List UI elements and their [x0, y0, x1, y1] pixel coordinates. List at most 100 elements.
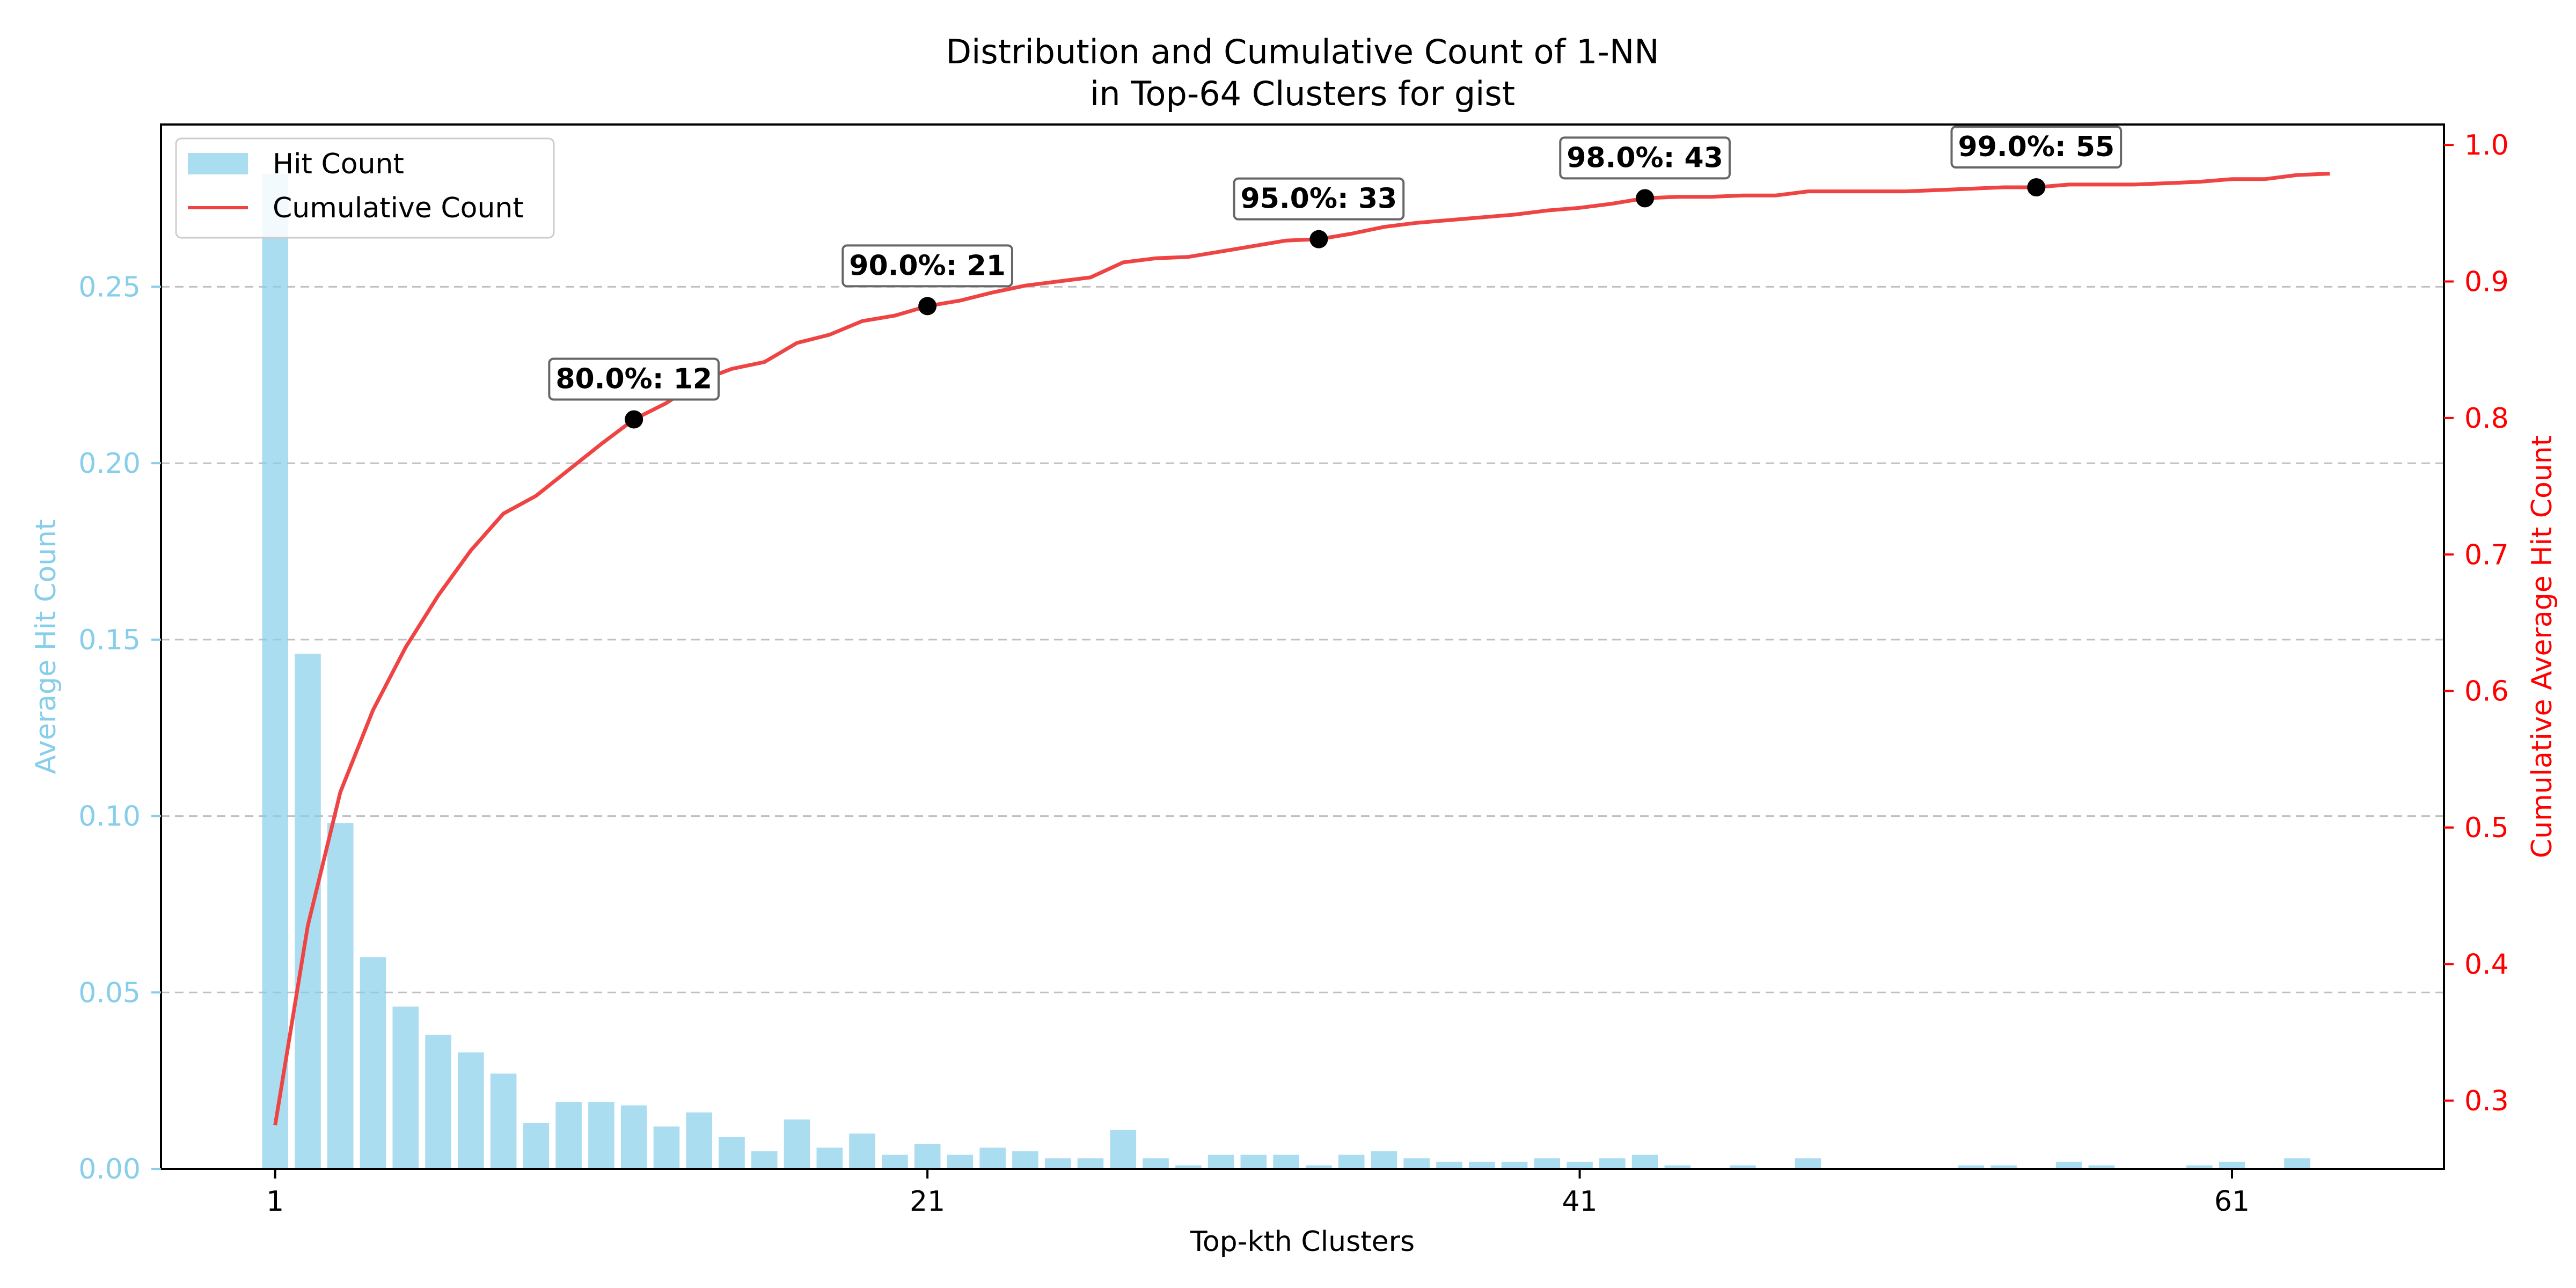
hit-count-bar	[849, 1133, 875, 1169]
hit-count-bar	[979, 1147, 1006, 1169]
hit-count-bar	[588, 1102, 614, 1169]
hit-count-bar	[555, 1102, 582, 1169]
left-y-tick-label: 0.05	[78, 977, 141, 1009]
threshold-marker	[1309, 230, 1328, 248]
threshold-marker	[1636, 189, 1655, 208]
hit-count-bar	[1534, 1158, 1561, 1169]
hit-count-bar	[360, 957, 386, 1169]
hit-count-bar	[1958, 1165, 1985, 1169]
hit-count-bar	[686, 1112, 713, 1169]
hit-count-bar	[1044, 1158, 1071, 1169]
threshold-label: 80.0%: 12	[555, 363, 712, 395]
hit-count-bar	[1012, 1151, 1038, 1169]
legend: Hit Count Cumulative Count	[175, 137, 555, 239]
legend-bar-swatch	[188, 153, 248, 174]
threshold-label-box	[1559, 136, 1731, 180]
hit-count-bar	[262, 174, 289, 1169]
hit-count-bar	[1143, 1158, 1169, 1169]
hit-count-bar	[1664, 1165, 1691, 1169]
hit-count-bar	[1436, 1161, 1462, 1169]
hit-count-bar	[295, 654, 321, 1169]
right-y-tick-label: 0.8	[2464, 402, 2509, 435]
threshold-label-box	[1233, 177, 1405, 221]
hit-count-bar	[1208, 1154, 1234, 1169]
hit-count-bar	[1077, 1158, 1104, 1169]
legend-label-hit-count: Hit Count	[273, 148, 404, 180]
x-tick-label: 41	[1562, 1185, 1597, 1218]
threshold-marker	[625, 410, 643, 429]
threshold-label-box	[1950, 126, 2123, 169]
hit-count-bar	[1795, 1158, 1821, 1169]
right-y-tick-label: 0.4	[2464, 948, 2509, 980]
x-axis-ticks: 1 21 41 61	[266, 1169, 2250, 1218]
hit-count-bar	[1567, 1161, 1593, 1169]
right-y-axis-label: Cumulative Average Hit Count	[2526, 435, 2558, 858]
hit-count-bar	[1175, 1165, 1202, 1169]
hit-count-bar	[1110, 1130, 1137, 1169]
right-y-tick-label: 0.9	[2464, 266, 2509, 298]
hit-count-bar	[914, 1144, 941, 1169]
hit-count-bar	[1240, 1154, 1267, 1169]
hit-count-bar	[1273, 1154, 1299, 1169]
right-y-tick-label: 1.0	[2464, 129, 2509, 162]
hit-count-bar	[327, 823, 354, 1169]
right-y-tick-label: 0.5	[2464, 812, 2509, 844]
hit-count-bar	[458, 1052, 484, 1169]
hit-count-bar	[2219, 1161, 2245, 1169]
threshold-label-box	[548, 357, 720, 401]
threshold-label: 90.0%: 21	[849, 250, 1006, 282]
hit-count-bar	[719, 1137, 745, 1169]
hit-count-bar	[2055, 1161, 2082, 1169]
hit-count-bar	[751, 1151, 778, 1169]
chart-title-line-2: in Top-64 Clusters for gist	[1090, 74, 1515, 113]
left-y-tick-label: 0.10	[78, 801, 141, 833]
cumulative-count-line	[273, 172, 2330, 1126]
hit-count-bar	[2284, 1158, 2310, 1169]
hit-count-bar	[1371, 1151, 1397, 1169]
left-y-tick-label: 0.25	[78, 271, 141, 303]
hit-count-bar	[653, 1126, 680, 1169]
threshold-marker	[918, 297, 937, 316]
threshold-marker	[2027, 178, 2046, 197]
hit-count-bar	[1403, 1158, 1430, 1169]
hit-count-bar	[392, 1006, 419, 1169]
hit-count-bar	[523, 1123, 550, 1169]
hit-count-bar	[1338, 1154, 1365, 1169]
plot-frame	[160, 123, 2445, 1170]
left-y-tick-label: 0.15	[78, 624, 141, 656]
hit-count-bar	[2186, 1165, 2213, 1169]
right-y-tick-label: 0.3	[2464, 1085, 2509, 1117]
hit-count-bar	[1730, 1165, 1756, 1169]
hit-count-bars	[262, 174, 2310, 1169]
hit-count-bar	[816, 1147, 843, 1169]
hit-count-bar	[1631, 1154, 1658, 1169]
right-y-axis-ticks: 0.3 0.4 0.5 0.6 0.7 0.8 0.9 1.0	[2444, 129, 2509, 1117]
x-tick-label: 61	[2214, 1185, 2250, 1218]
hit-count-bar	[620, 1105, 647, 1169]
legend-label-cumulative-count: Cumulative Count	[273, 192, 524, 224]
left-y-tick-label: 0.20	[78, 448, 141, 480]
right-y-tick-label: 0.6	[2464, 676, 2509, 708]
annotations: 80.0%: 12 90.0%: 21 95.0%: 33 98.0%: 43 99.0…	[548, 126, 2123, 429]
hit-count-bar	[784, 1119, 810, 1169]
x-axis-label: Top-kth Clusters	[1190, 1226, 1415, 1258]
cumulative-line-layer	[273, 172, 2330, 1126]
x-tick-label: 21	[910, 1185, 945, 1218]
left-y-axis-label: Average Hit Count	[30, 519, 62, 774]
x-tick-label: 1	[266, 1185, 284, 1218]
threshold-label: 99.0%: 55	[1958, 131, 2115, 163]
hit-count-bar	[1599, 1158, 1626, 1169]
right-y-tick-label: 0.7	[2464, 539, 2509, 571]
hit-count-bar	[882, 1154, 908, 1169]
left-y-axis-ticks: 0.00 0.05 0.10 0.15 0.20 0.25	[78, 271, 161, 1185]
threshold-label-box	[841, 244, 1013, 288]
hit-count-bar	[1468, 1161, 1495, 1169]
chart-title-line-1: Distribution and Cumulative Count of 1-N…	[946, 32, 1659, 71]
hit-count-bar	[425, 1035, 451, 1169]
left-y-tick-label: 0.00	[78, 1153, 141, 1185]
hit-count-bar	[2088, 1165, 2115, 1169]
hit-count-bar	[1306, 1165, 1332, 1169]
hit-count-bar	[490, 1073, 517, 1169]
legend-box	[175, 137, 555, 239]
